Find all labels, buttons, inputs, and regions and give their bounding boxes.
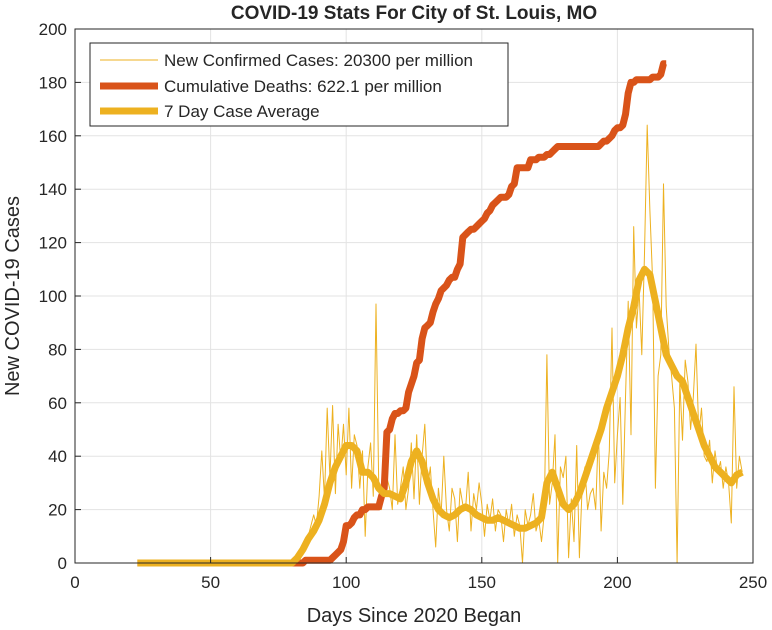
y-axis-label: New COVID-19 Cases	[2, 196, 24, 396]
y-tick-label: 40	[48, 447, 67, 466]
series-layer	[137, 60, 744, 567]
series-cumulative-deaths	[137, 60, 667, 567]
y-tick-label: 80	[48, 340, 67, 359]
y-tick-label: 120	[39, 234, 67, 253]
ticks: 0 50 100 150 200 250 0 20 40 60 80 100 120 140 160 180 2…	[39, 20, 768, 592]
legend-label-cumulative-deaths: Cumulative Deaths: 622.1 per million	[164, 77, 442, 96]
x-axis-label: Days Since 2020 Began	[307, 605, 522, 627]
x-tick-label: 50	[201, 573, 220, 592]
y-tick-label: 0	[58, 554, 67, 573]
y-tick-label: 20	[48, 501, 67, 520]
y-tick-label: 140	[39, 180, 67, 199]
x-tick-label: 0	[70, 573, 79, 592]
x-tick-label: 150	[468, 573, 496, 592]
series-7-day-case-average	[137, 265, 744, 567]
x-tick-label: 200	[603, 573, 631, 592]
series-new-confirmed-cases	[137, 124, 743, 564]
x-tick-label: 100	[332, 573, 360, 592]
y-tick-label: 180	[39, 73, 67, 92]
legend: New Confirmed Cases: 20300 per million C…	[89, 42, 509, 127]
legend-label-7-day-average: 7 Day Case Average	[164, 102, 320, 121]
y-tick-label: 200	[39, 20, 67, 39]
chart-title: COVID-19 Stats For City of St. Louis, MO	[231, 3, 597, 24]
y-tick-label: 100	[39, 287, 67, 306]
x-tick-label: 250	[739, 573, 767, 592]
legend-box	[89, 42, 509, 127]
legend-label-new-cases: New Confirmed Cases: 20300 per million	[164, 51, 473, 70]
y-tick-label: 160	[39, 127, 67, 146]
y-tick-label: 60	[48, 394, 67, 413]
